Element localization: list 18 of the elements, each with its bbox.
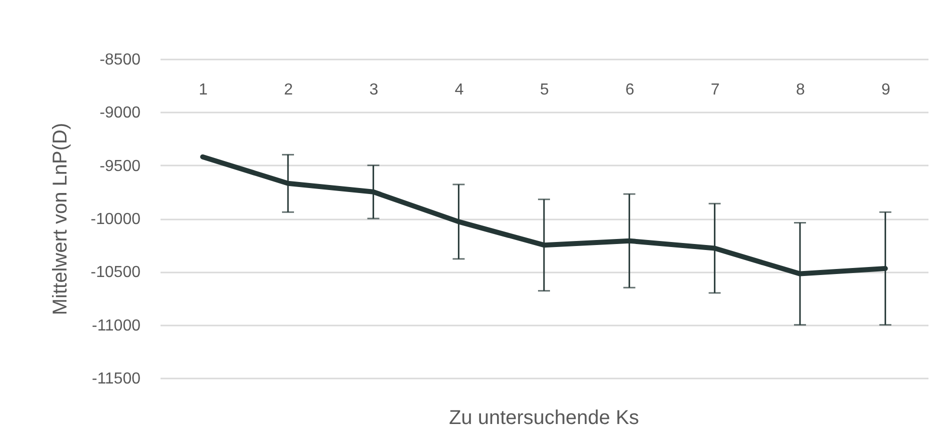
x-tick-label: 2	[284, 82, 294, 98]
y-tick-label: -11000	[92, 317, 141, 334]
x-tick-label: 8	[796, 82, 806, 98]
x-tick-label: 6	[625, 82, 634, 98]
x-tick-label: 7	[710, 82, 720, 98]
y-tick-label: -9500	[100, 158, 141, 175]
x-axis-title: Zu untersuchende Ks	[448, 407, 640, 429]
x-tick-label: 1	[198, 82, 208, 98]
y-tick-label: -9000	[100, 104, 141, 122]
x-tick-label: 5	[540, 82, 550, 98]
y-tick-label: -10500	[90, 264, 141, 282]
y-tick-label: -11500	[92, 370, 141, 388]
x-tick-label: 9	[881, 82, 890, 98]
y-tick-label: -10000	[90, 211, 141, 228]
x-tick-label: 3	[369, 82, 378, 98]
y-axis-title: Mittelwert von LnP(D)	[50, 122, 72, 316]
y-tick-label: -8500	[100, 52, 141, 68]
x-tick-label: 4	[454, 82, 464, 98]
